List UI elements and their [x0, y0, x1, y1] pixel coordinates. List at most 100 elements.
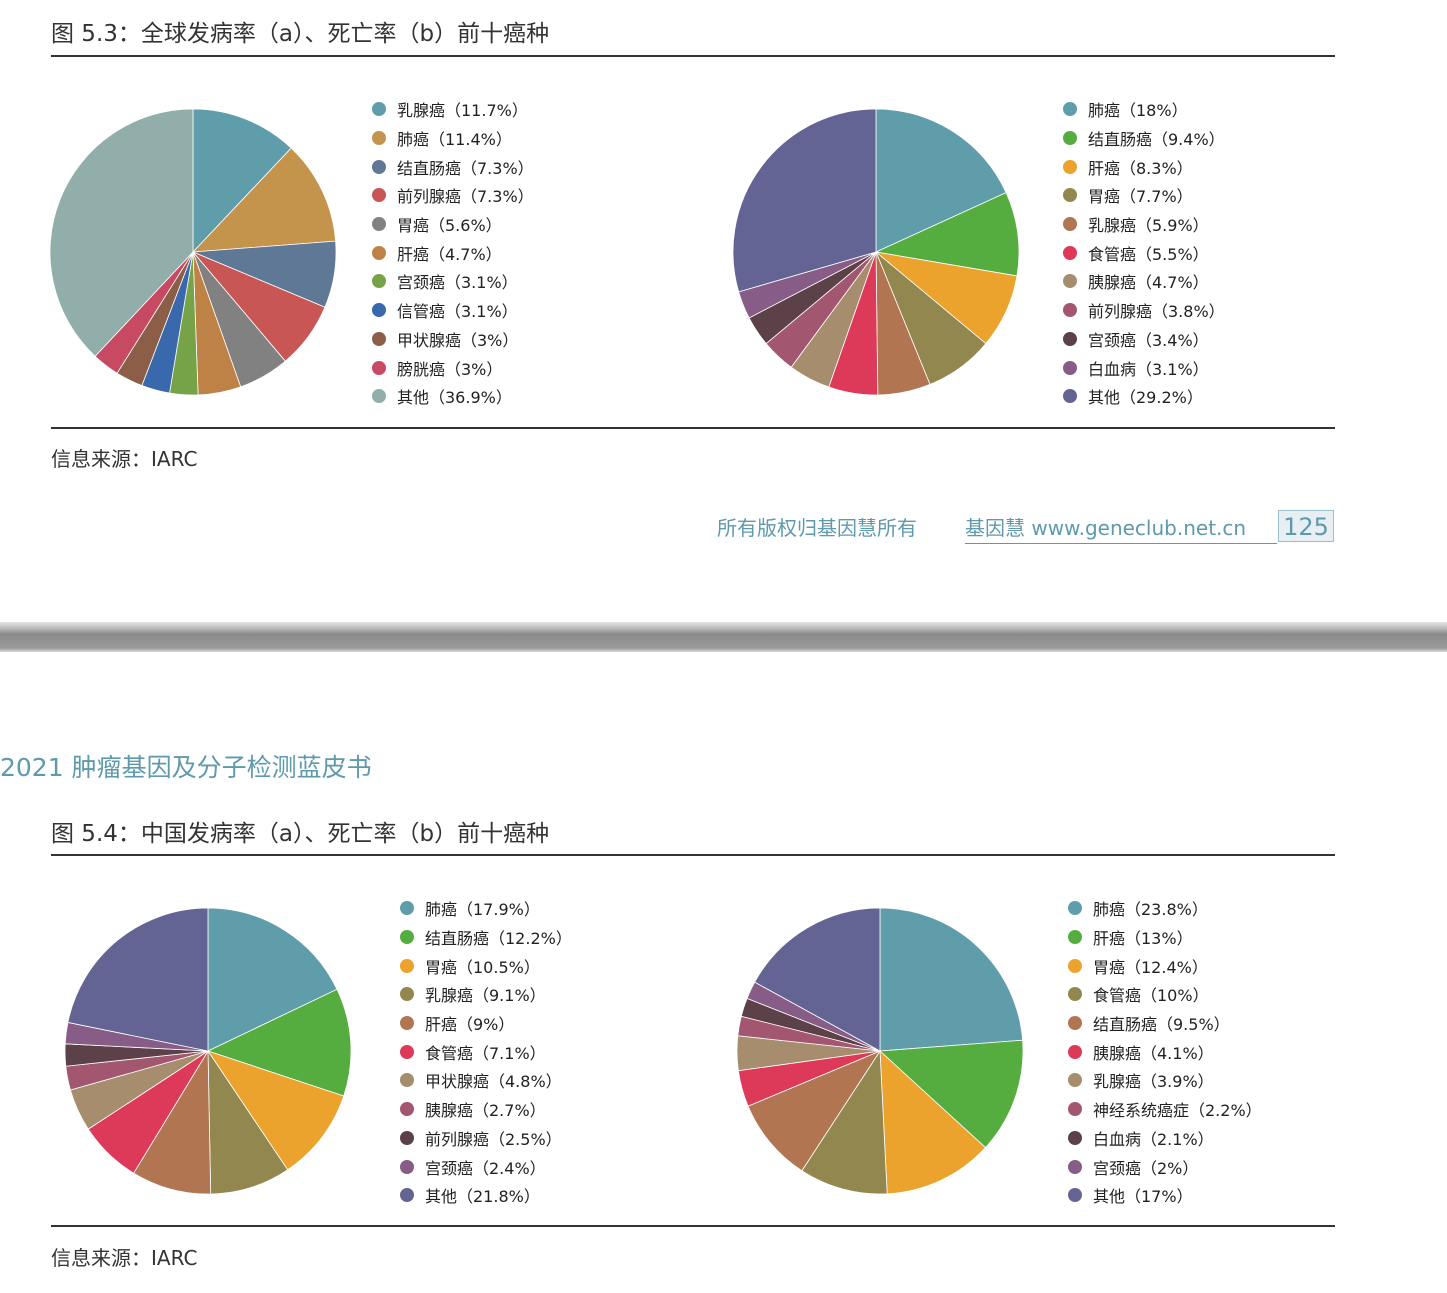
legend-swatch	[400, 901, 414, 916]
legend-swatch	[1063, 245, 1077, 260]
legend-swatch	[372, 389, 386, 404]
top-rule	[51, 854, 1335, 856]
legend-item: 宫颈癌（3.4%）	[1063, 325, 1225, 354]
legend-label: 食管癌（10%）	[1093, 986, 1209, 1006]
legend-swatch	[372, 360, 386, 375]
legend-item: 甲状腺癌（3%）	[372, 325, 534, 354]
legend-swatch	[1068, 1016, 1082, 1031]
legend-item: 乳腺癌（3.9%）	[1068, 1066, 1262, 1095]
legend-item: 前列腺癌（2.5%）	[400, 1124, 572, 1153]
legend-global-mortality: 肺癌（18%） 结直肠癌（9.4%） 肝癌（8.3%） 胃癌（7.7%） 乳腺癌（5.9…	[1063, 95, 1225, 411]
figure-title: 图 5.3：全球发病率（a）、死亡率（b）前十癌种	[51, 21, 550, 47]
legend-swatch	[1068, 1188, 1082, 1203]
legend-china-mortality: 肺癌（23.8%） 肝癌（13%） 胃癌（12.4%） 食管癌（10%） 结直肠癌（9.…	[1068, 894, 1262, 1210]
page-125: 图 5.3：全球发病率（a）、死亡率（b）前十癌种 乳腺癌（11.7%） 肺癌（1…	[0, 0, 1447, 622]
legend-label: 肺癌（11.4%）	[397, 130, 512, 150]
legend-item: 胰腺癌（2.7%）	[400, 1095, 572, 1124]
legend-global-incidence: 乳腺癌（11.7%） 肺癌（11.4%） 结直肠癌（7.3%） 前列腺癌（7.3%） 胃…	[372, 95, 534, 411]
pie-slice	[207, 907, 338, 1052]
legend-swatch	[1068, 1130, 1082, 1145]
legend-label: 胃癌（5.6%）	[397, 216, 502, 236]
legend-label: 胰腺癌（4.7%）	[1088, 273, 1209, 293]
legend-item: 白血病（3.1%）	[1063, 353, 1225, 382]
pie-chart-china-incidence	[64, 907, 352, 1195]
legend-label: 胃癌（10.5%）	[425, 957, 540, 977]
legend-item: 其他（17%）	[1068, 1181, 1262, 1210]
legend-item: 其他（36.9%）	[372, 382, 534, 411]
legend-label: 胰腺癌（2.7%）	[425, 1101, 546, 1121]
legend-label: 宫颈癌（3.4%）	[1088, 330, 1209, 350]
pie-slice	[133, 1049, 212, 1195]
bottom-rule	[51, 427, 1335, 429]
legend-item: 肝癌（4.7%）	[372, 238, 534, 267]
pie-slice	[754, 907, 881, 1052]
legend-item: 宫颈癌（3.1%）	[372, 267, 534, 296]
legend-item: 胃癌（12.4%）	[1068, 951, 1262, 980]
pie-chart-global-incidence	[49, 108, 337, 396]
legend-item: 结直肠癌（9.5%）	[1068, 1009, 1262, 1038]
legend-label: 结直肠癌（12.2%）	[425, 929, 572, 949]
top-rule	[51, 55, 1335, 57]
legend-label: 白血病（3.1%）	[1088, 359, 1209, 379]
legend-label: 其他（29.2%）	[1088, 388, 1203, 408]
legend-swatch	[372, 188, 386, 203]
legend-label: 乳腺癌（11.7%）	[397, 101, 528, 121]
legend-item: 其他（29.2%）	[1063, 382, 1225, 411]
legend-swatch	[372, 102, 386, 117]
legend-swatch	[1063, 159, 1077, 174]
site-link[interactable]: 基因慧 www.geneclub.net.cn	[965, 512, 1277, 544]
legend-label: 肺癌（17.9%）	[425, 900, 540, 920]
pie-slice	[879, 1039, 1024, 1149]
legend-label: 前列腺癌（7.3%）	[397, 187, 534, 207]
legend-label: 结直肠癌（9.4%）	[1088, 130, 1225, 150]
pie-slice	[879, 907, 1024, 1052]
legend-swatch	[372, 245, 386, 260]
pie-slice	[879, 1050, 987, 1195]
legend-item: 肝癌（13%）	[1068, 923, 1262, 952]
legend-label: 乳腺癌（3.9%）	[1093, 1072, 1214, 1092]
legend-label: 肝癌（9%）	[425, 1015, 515, 1035]
legend-label: 肺癌（23.8%）	[1093, 900, 1208, 920]
legend-swatch	[400, 1130, 414, 1145]
page-number: 125	[1278, 510, 1334, 542]
legend-item: 食管癌（7.1%）	[400, 1037, 572, 1066]
page-126: 2021 肿瘤基因及分子检测蓝皮书 图 5.4：中国发病率（a）、死亡率（b）前…	[0, 652, 1447, 1293]
pie-slice	[874, 192, 1020, 277]
legend-item: 结直肠癌（7.3%）	[372, 152, 534, 181]
legend-label: 肝癌（4.7%）	[397, 244, 502, 264]
legend-label: 肝癌（13%）	[1093, 929, 1193, 949]
legend-swatch	[1068, 1044, 1082, 1059]
legend-swatch	[372, 159, 386, 174]
legend-label: 肝癌（8.3%）	[1088, 158, 1193, 178]
legend-label: 其他（36.9%）	[397, 388, 512, 408]
legend-item: 结直肠癌（12.2%）	[400, 923, 572, 952]
legend-label: 宫颈癌（2%）	[1093, 1158, 1199, 1178]
legend-swatch	[1068, 1073, 1082, 1088]
source-note: 信息来源：IARC	[51, 447, 198, 471]
legend-swatch	[400, 1073, 414, 1088]
legend-swatch	[372, 131, 386, 146]
pie-slice	[49, 108, 194, 357]
legend-swatch	[1068, 958, 1082, 973]
legend-item: 食管癌（10%）	[1068, 980, 1262, 1009]
legend-label: 肺癌（18%）	[1088, 101, 1188, 121]
legend-item: 胃癌（10.5%）	[400, 951, 572, 980]
legend-swatch	[400, 987, 414, 1002]
legend-item: 神经系统癌症（2.2%）	[1068, 1095, 1262, 1124]
legend-swatch	[1063, 331, 1077, 346]
legend-label: 宫颈癌（2.4%）	[425, 1158, 546, 1178]
legend-label: 胃癌（12.4%）	[1093, 957, 1208, 977]
legend-label: 其他（21.8%）	[425, 1187, 540, 1207]
legend-swatch	[400, 1102, 414, 1117]
legend-item: 甲状腺癌（4.8%）	[400, 1066, 572, 1095]
pie-slice	[732, 108, 877, 293]
legend-item: 前列腺癌（3.8%）	[1063, 296, 1225, 325]
legend-china-incidence: 肺癌（17.9%） 结直肠癌（12.2%） 胃癌（10.5%） 乳腺癌（9.1%） 肝癌…	[400, 894, 572, 1210]
legend-item: 肝癌（8.3%）	[1063, 152, 1225, 181]
legend-label: 信管癌（3.1%）	[397, 302, 518, 322]
pie-chart-global-mortality	[732, 108, 1020, 396]
legend-swatch	[400, 1188, 414, 1203]
legend-item: 食管癌（5.5%）	[1063, 238, 1225, 267]
legend-item: 宫颈癌（2.4%）	[400, 1152, 572, 1181]
legend-swatch	[1068, 930, 1082, 945]
